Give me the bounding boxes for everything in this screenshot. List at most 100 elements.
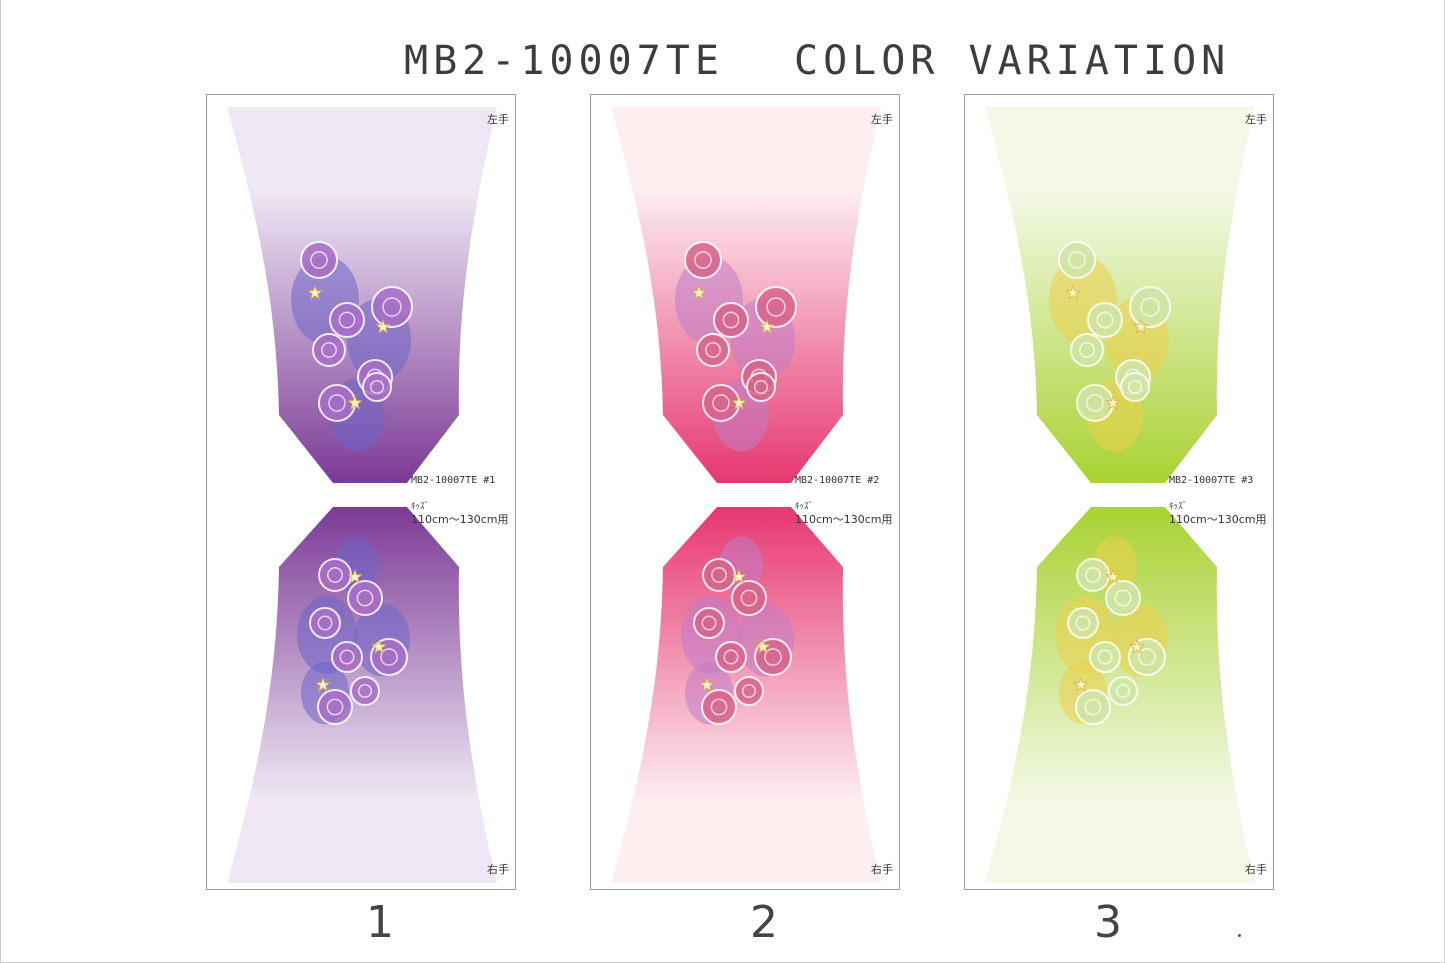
rose-flower — [715, 641, 747, 673]
rose-petal-ring — [1114, 589, 1132, 607]
sleeve-piece-top — [227, 107, 497, 483]
rose-petal-ring — [310, 251, 328, 269]
size-range: 110cm〜130cm用 — [1169, 513, 1267, 526]
rose-flower — [318, 558, 352, 592]
label-right-hand: 右手 — [1245, 863, 1267, 876]
star-flower — [731, 568, 747, 584]
rose-flower — [312, 333, 346, 367]
rose-petal-ring — [380, 648, 398, 666]
rose-flower — [371, 286, 413, 328]
title-caption: COLOR VARIATION — [794, 38, 1231, 84]
rose-flower — [1076, 558, 1110, 592]
frame-left-line — [0, 0, 1, 963]
rose-petal-ring — [317, 615, 333, 631]
stray-dot — [1238, 934, 1241, 937]
variation-panel-2: 左手 MB2-10007TE #2 ｷｯｽﾞ 110cm〜130cm用 右手 — [590, 94, 900, 890]
sleeve-pattern-3 — [985, 107, 1255, 883]
rose-petal-ring — [1068, 251, 1086, 269]
rose-petal-ring — [1140, 297, 1160, 317]
rose-flower — [755, 286, 797, 328]
floral-motif-top — [675, 241, 797, 452]
pattern-code: MB2-10007TE #3 — [1169, 475, 1254, 486]
rose-petal-ring — [327, 567, 343, 583]
title-code: MB2-10007TE — [404, 38, 724, 84]
label-left-hand: 左手 — [487, 113, 509, 126]
rose-petal-ring — [711, 567, 727, 583]
star-flower — [759, 318, 775, 334]
variation-number-1: 1 — [366, 897, 394, 948]
rose-petal-ring — [382, 297, 402, 317]
rose-flower — [1067, 607, 1099, 639]
rose-petal-ring — [321, 342, 337, 358]
floral-motif-bottom — [681, 536, 794, 725]
rose-petal-ring — [722, 311, 740, 329]
rose-petal-ring — [701, 615, 717, 631]
rose-flower — [1105, 580, 1141, 616]
size-category: ｷｯｽﾞ — [795, 502, 814, 512]
rose-petal-ring — [1085, 567, 1101, 583]
rose-petal-ring — [705, 342, 721, 358]
rose-petal-ring — [328, 394, 346, 412]
variation-panel-1: 左手 MB2-10007TE #1 ｷｯｽﾞ 110cm〜130cm用 右手 — [206, 94, 516, 890]
rose-flower — [317, 689, 353, 725]
rose-petal-ring — [357, 683, 373, 699]
rose-flower — [331, 641, 363, 673]
rose-flower — [1075, 689, 1111, 725]
rose-petal-ring — [694, 251, 712, 269]
variation-number-2: 2 — [750, 897, 778, 948]
rose-flower — [1070, 333, 1104, 367]
rose-flower — [693, 607, 725, 639]
rose-flower — [734, 676, 764, 706]
rose-flower — [1120, 372, 1150, 402]
rose-flower — [1076, 384, 1114, 422]
rose-flower — [746, 372, 776, 402]
variation-panel-3: 左手 MB2-10007TE #3 ｷｯｽﾞ 110cm〜130cm用 右手 — [964, 94, 1274, 890]
rose-petal-ring — [339, 649, 355, 665]
star-flower — [375, 318, 391, 334]
rose-flower — [713, 302, 749, 338]
rose-petal-ring — [766, 297, 786, 317]
star-flower — [315, 676, 331, 692]
rose-flower — [362, 372, 392, 402]
rose-flower — [1087, 302, 1123, 338]
star-flower — [1065, 284, 1081, 300]
sleeve-pattern-1 — [227, 107, 497, 883]
rose-flower — [1058, 241, 1096, 279]
rose-petal-ring — [740, 589, 758, 607]
rose-petal-ring — [1115, 683, 1131, 699]
rose-petal-ring — [369, 379, 385, 395]
rose-petal-ring — [723, 649, 739, 665]
rose-petal-ring — [1127, 379, 1143, 395]
rose-petal-ring — [753, 379, 769, 395]
variation-number-3: 3 — [1094, 897, 1122, 948]
rose-flower — [329, 302, 365, 338]
rose-flower — [1129, 286, 1171, 328]
rose-petal-ring — [1138, 648, 1156, 666]
rose-petal-ring — [1096, 311, 1114, 329]
rose-flower — [696, 333, 730, 367]
rose-petal-ring — [741, 683, 757, 699]
rose-flower — [350, 676, 380, 706]
rose-flower — [347, 580, 383, 616]
rose-petal-ring — [338, 311, 356, 329]
floral-motif-top — [291, 241, 413, 452]
size-range: 110cm〜130cm用 — [795, 513, 893, 526]
rose-flower — [1089, 641, 1121, 673]
sleeve-piece-top — [985, 107, 1255, 483]
label-left-hand: 左手 — [871, 113, 893, 126]
rose-petal-ring — [1084, 698, 1102, 716]
star-flower — [755, 638, 771, 654]
rose-petal-ring — [1075, 615, 1091, 631]
rose-petal-ring — [1086, 394, 1104, 412]
star-flower — [1133, 318, 1149, 334]
star-flower — [307, 284, 323, 300]
rose-petal-ring — [356, 589, 374, 607]
rose-flower — [684, 241, 722, 279]
label-right-hand: 右手 — [487, 863, 509, 876]
sleeve-piece-top — [611, 107, 881, 483]
rose-petal-ring — [710, 698, 728, 716]
rose-flower — [300, 241, 338, 279]
star-flower — [371, 638, 387, 654]
pattern-code: MB2-10007TE #1 — [411, 475, 496, 486]
floral-motif-top — [1049, 241, 1171, 452]
